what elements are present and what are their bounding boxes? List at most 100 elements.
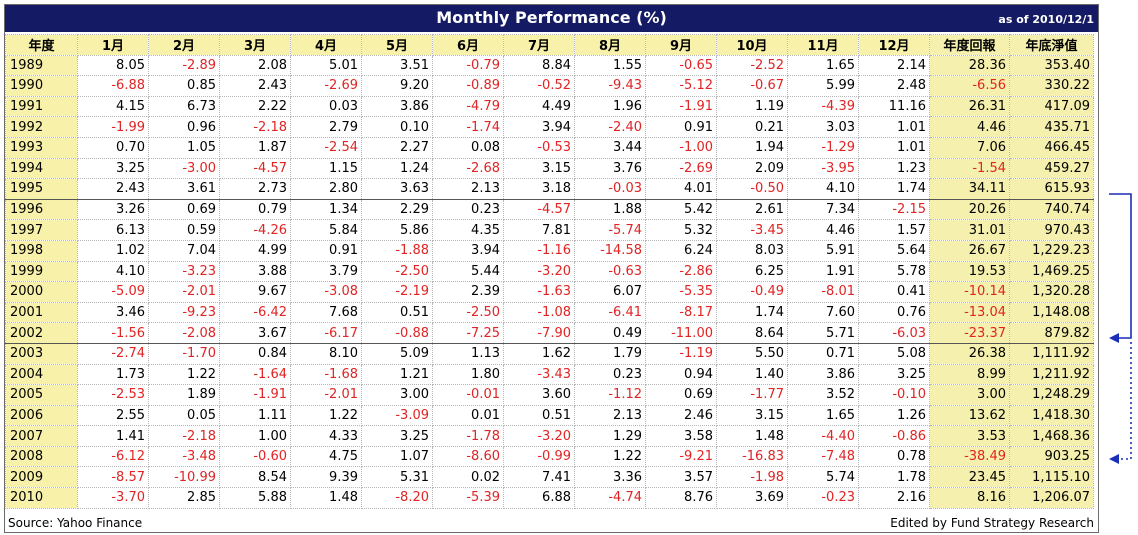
monthly-return-cell: -1.99 xyxy=(77,116,149,138)
monthly-return-cell: 8.84 xyxy=(503,54,575,77)
monthly-return-cell: 7.34 xyxy=(787,198,859,221)
monthly-return-cell: -3.09 xyxy=(361,404,433,427)
monthly-return-cell: 5.31 xyxy=(361,466,433,489)
year-end-nav-cell: 740.74 xyxy=(1009,198,1094,221)
monthly-return-cell: 7.04 xyxy=(148,239,220,262)
monthly-return-cell: -6.03 xyxy=(858,322,930,344)
monthly-return-cell: 2.08 xyxy=(219,54,291,77)
annual-return-cell: -23.37 xyxy=(929,322,1010,344)
monthly-return-cell: 1.26 xyxy=(858,404,930,427)
monthly-return-cell: 1.78 xyxy=(858,466,930,489)
monthly-return-cell: 4.99 xyxy=(219,239,291,262)
monthly-return-cell: 1.01 xyxy=(858,116,930,138)
editor-note: Edited by Fund Strategy Research xyxy=(890,516,1094,530)
monthly-return-cell: 1.23 xyxy=(858,157,930,180)
monthly-return-cell: -2.53 xyxy=(77,384,149,406)
monthly-return-cell: 4.10 xyxy=(77,260,149,283)
monthly-return-cell: 5.71 xyxy=(787,322,859,344)
monthly-return-cell: -1.64 xyxy=(219,363,291,386)
table-body: 1989 8.05 -2.89 2.08 5.01 3.51 -0.79 8.84 1.55 -0… xyxy=(5,54,1094,509)
monthly-return-cell: -1.74 xyxy=(432,116,504,138)
monthly-return-cell: -11.00 xyxy=(645,322,717,344)
monthly-return-cell: -9.43 xyxy=(574,75,646,97)
year-cell: 1999 xyxy=(5,260,78,283)
monthly-return-cell: 1.40 xyxy=(716,363,788,386)
monthly-return-cell: 2.13 xyxy=(574,404,646,427)
monthly-return-cell: 2.27 xyxy=(361,136,433,159)
monthly-return-cell: -8.57 xyxy=(77,466,149,489)
monthly-return-cell: 7.41 xyxy=(503,466,575,489)
monthly-return-cell: -5.12 xyxy=(645,75,717,97)
monthly-return-cell: 3.52 xyxy=(787,384,859,406)
monthly-return-cell: 5.99 xyxy=(787,75,859,97)
monthly-return-cell: -8.01 xyxy=(787,281,859,303)
year-end-nav-cell: 1,320.28 xyxy=(1009,281,1094,303)
table-row: 2005 -2.53 1.89 -1.91 -2.01 3.00 -0.01 3.60 -1.1… xyxy=(5,384,1094,406)
monthly-return-cell: 1.34 xyxy=(290,198,362,221)
annual-return-cell: 28.36 xyxy=(929,54,1010,77)
monthly-return-cell: 1.96 xyxy=(574,95,646,118)
monthly-return-cell: 9.20 xyxy=(361,75,433,97)
monthly-return-cell: -0.03 xyxy=(574,178,646,200)
table-row: 2010 -3.70 2.85 5.88 1.48 -8.20 -5.39 6.88 -4.74… xyxy=(5,487,1094,509)
table-row: 2000 -5.09 -2.01 9.67 -3.08 -2.19 2.39 -1.63 6.0… xyxy=(5,281,1094,303)
monthly-return-cell: 1.87 xyxy=(219,136,291,159)
monthly-return-cell: -0.88 xyxy=(361,322,433,344)
monthly-return-cell: 0.79 xyxy=(219,198,291,221)
monthly-return-cell: -0.65 xyxy=(645,54,717,77)
monthly-return-cell: -0.99 xyxy=(503,445,575,468)
year-end-nav-cell: 1,418.30 xyxy=(1009,404,1094,427)
monthly-return-cell: 2.13 xyxy=(432,178,504,200)
monthly-return-cell: -8.17 xyxy=(645,301,717,324)
monthly-return-cell: 3.58 xyxy=(645,425,717,447)
table-row: 1999 4.10 -3.23 3.88 3.79 -2.50 5.44 -3.20 -0.63… xyxy=(5,260,1094,283)
monthly-return-cell: 1.05 xyxy=(148,136,220,159)
monthly-return-cell: 3.03 xyxy=(787,116,859,138)
header-month-2: 2月 xyxy=(148,34,220,56)
monthly-return-cell: 1.65 xyxy=(787,404,859,427)
annual-return-cell: 8.16 xyxy=(929,487,1010,509)
monthly-return-cell: 1.19 xyxy=(716,95,788,118)
monthly-return-cell: -3.43 xyxy=(503,363,575,386)
monthly-return-cell: -3.48 xyxy=(148,445,220,468)
monthly-return-cell: 0.08 xyxy=(432,136,504,159)
monthly-return-cell: 1.22 xyxy=(290,404,362,427)
monthly-return-cell: 0.05 xyxy=(148,404,220,427)
monthly-return-cell: -1.78 xyxy=(432,425,504,447)
monthly-return-cell: 0.71 xyxy=(787,342,859,365)
monthly-return-cell: 1.79 xyxy=(574,342,646,365)
monthly-return-cell: 6.24 xyxy=(645,239,717,262)
monthly-return-cell: 2.85 xyxy=(148,487,220,509)
monthly-return-cell: -0.79 xyxy=(432,54,504,77)
monthly-return-cell: -1.88 xyxy=(361,239,433,262)
arrow-1995-2002 xyxy=(1109,193,1132,343)
monthly-return-cell: -0.01 xyxy=(432,384,504,406)
monthly-return-cell: 11.16 xyxy=(858,95,930,118)
monthly-return-cell: 1.01 xyxy=(858,136,930,159)
monthly-return-cell: 4.01 xyxy=(645,178,717,200)
header-month-3: 3月 xyxy=(219,34,291,56)
monthly-return-cell: -3.70 xyxy=(77,487,149,509)
monthly-return-cell: 0.91 xyxy=(645,116,717,138)
monthly-return-cell: 0.94 xyxy=(645,363,717,386)
monthly-return-cell: -2.50 xyxy=(432,301,504,324)
monthly-return-cell: 1.62 xyxy=(503,342,575,365)
year-cell: 2010 xyxy=(5,487,78,509)
monthly-return-cell: 3.15 xyxy=(503,157,575,180)
monthly-return-cell: -1.12 xyxy=(574,384,646,406)
monthly-return-cell: -0.89 xyxy=(432,75,504,97)
table-row: 1994 3.25 -3.00 -4.57 1.15 1.24 -2.68 3.15 3.76-… xyxy=(5,157,1094,180)
monthly-return-cell: -4.57 xyxy=(503,198,575,221)
annual-return-cell: 7.06 xyxy=(929,136,1010,159)
monthly-return-cell: 2.61 xyxy=(716,198,788,221)
monthly-return-cell: -3.00 xyxy=(148,157,220,180)
monthly-return-cell: -3.08 xyxy=(290,281,362,303)
monthly-return-cell: 0.78 xyxy=(858,445,930,468)
monthly-return-cell: -6.17 xyxy=(290,322,362,344)
monthly-return-cell: -2.74 xyxy=(77,342,149,365)
table-row: 2003 -2.74 -1.70 0.84 8.10 5.09 1.13 1.62 1.79 -1… xyxy=(5,342,1094,365)
year-end-nav-cell: 1,206.07 xyxy=(1009,487,1094,509)
monthly-return-cell: 2.29 xyxy=(361,198,433,221)
year-cell: 1989 xyxy=(5,54,78,77)
year-cell: 2005 xyxy=(5,384,78,406)
